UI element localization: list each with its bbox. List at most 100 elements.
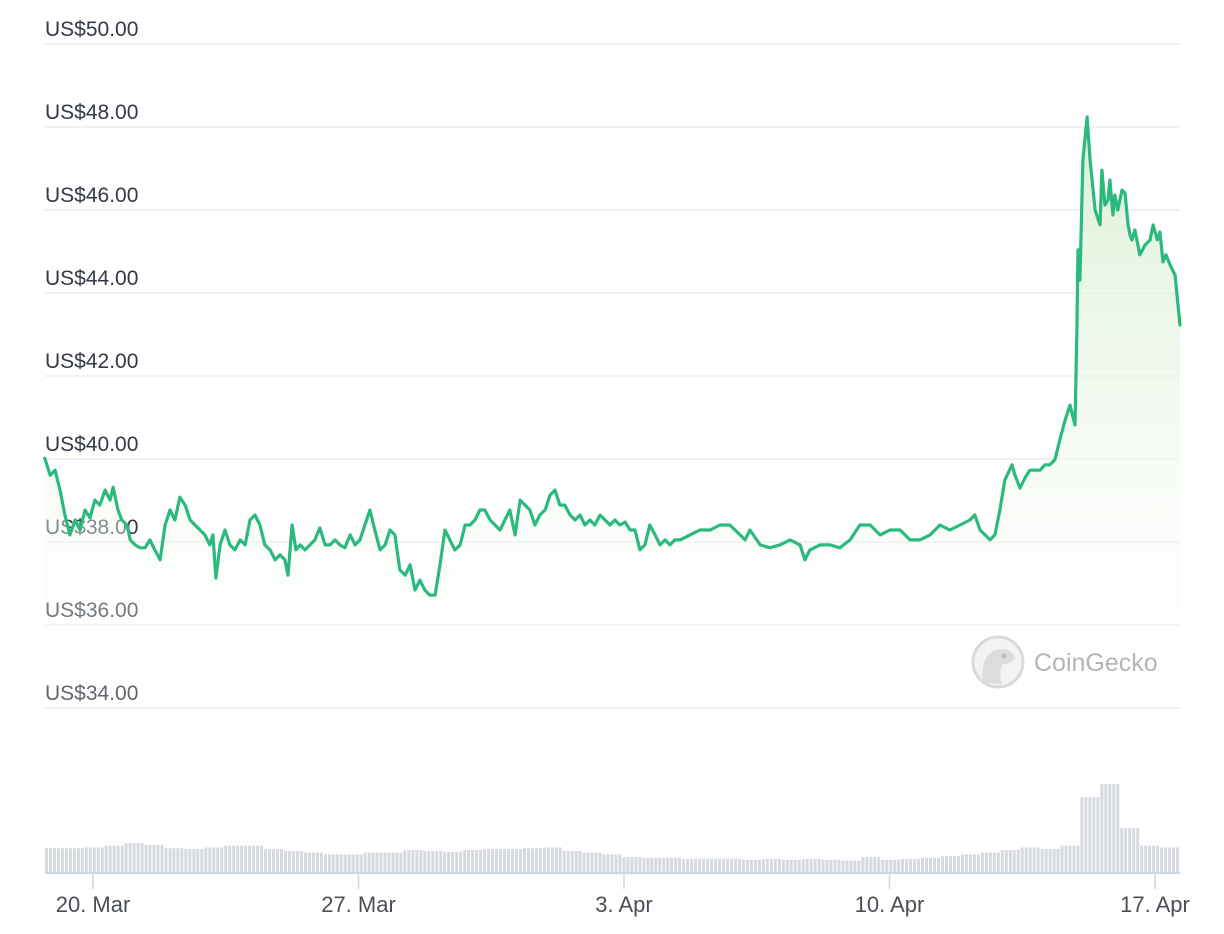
volume-bar [407,850,411,872]
volume-bar [610,854,614,872]
volume-bar [562,850,566,872]
volume-bar [180,848,184,872]
volume-bar [100,847,104,872]
volume-bar [315,852,319,872]
volume-bar [1104,784,1108,872]
volume-bar [901,858,905,872]
volume-bar [256,845,260,872]
x-tick-label: 20. Mar [56,892,131,917]
volume-bar [988,852,992,872]
y-tick-label: US$44.00 [45,267,138,290]
volume-bar [88,847,92,872]
volume-bar [455,851,459,872]
volume-bar [869,857,873,872]
volume-bar [853,860,857,872]
volume-bar [694,858,698,872]
volume-bar [423,850,427,872]
volume-bar [745,859,749,872]
volume-bar [618,854,622,872]
volume-bar [467,850,471,872]
volume-bar [1064,845,1068,872]
volume-bar [873,857,877,872]
volume-bar [427,850,431,872]
x-tick-label: 27. Mar [321,892,396,917]
volume-bar [1052,849,1056,872]
volume-bar [148,844,152,872]
volume-bar [331,854,335,872]
volume-bar [602,854,606,872]
volume-bar [753,859,757,872]
volume-bar [642,857,646,872]
volume-bar [1148,845,1152,872]
volume-bar [172,848,176,872]
volume-bar [789,859,793,872]
volume-bar [132,843,136,872]
x-tick-label: 17. Apr [1120,892,1190,917]
volume-bar [929,857,933,872]
volume-bar [379,852,383,872]
volume-bar [276,849,279,872]
volume-bar [208,847,212,872]
volume-bar [351,854,355,872]
volume-bar [299,850,303,872]
volume-bar [152,844,156,872]
volume-bar [945,856,948,872]
volume-bar [56,848,60,872]
volume-bar [184,849,188,872]
volume-bar [674,857,678,872]
volume-bar [280,849,283,872]
volume-bar [885,859,889,872]
y-tick-label: US$40.00 [45,433,138,456]
volume-bar [546,847,550,872]
volume-bar [590,852,594,872]
volume-bar [188,849,192,872]
volume-bar [327,854,331,872]
volume-bar [168,848,172,872]
volume-bar [112,845,116,872]
volume-bar [1072,845,1076,872]
volume-bar [706,858,710,872]
volume-bar [749,859,753,872]
volume-bar [439,850,443,872]
volume-bar [415,850,419,872]
volume-bar [347,854,351,872]
volume-bar [606,854,610,872]
volume-bar [582,852,586,872]
volume-bar [80,848,84,872]
volume-bar [411,850,415,872]
volume-bar [240,845,244,872]
volume-bar [104,845,108,872]
volume-bar [622,857,626,872]
volume-bar [311,852,315,872]
volume-bar [761,858,765,872]
volume-bar [781,859,785,872]
volume-bar [829,859,833,872]
volume-bar [554,847,558,872]
volume-bar [741,859,745,872]
y-tick-label: US$46.00 [45,184,138,207]
volume-bar [236,845,240,872]
volume-bar [204,847,208,872]
volume-bar [335,854,339,872]
volume-bar [558,847,562,872]
volume-bar [530,848,534,872]
volume-bar [252,845,256,872]
volume-bar [514,849,518,872]
volume-bar [941,856,945,872]
volume-bar [542,847,546,872]
x-axis-labels: 20. Mar 27. Mar 3. Apr 10. Apr 17. Apr [56,873,1190,917]
volume-bar [1100,784,1104,872]
volume-bar [1156,845,1160,872]
volume-bar [769,858,773,872]
volume-bar [534,848,538,872]
volume-bar [1088,797,1092,872]
volume-bar [773,858,777,872]
volume-bar [499,849,502,872]
volume-bar [1036,847,1040,872]
volume-bar [232,845,236,872]
volume-bar [399,852,403,872]
volume-bar [646,857,650,872]
volume-bar [64,848,68,872]
volume-bar [248,845,252,872]
volume-bar [650,857,654,872]
